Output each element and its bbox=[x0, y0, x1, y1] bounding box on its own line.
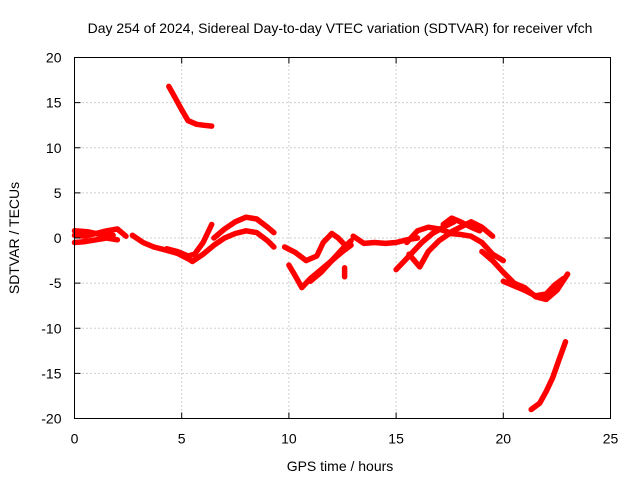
y-tick-label: 5 bbox=[54, 185, 62, 201]
series-layer bbox=[71, 83, 571, 413]
series-line-s20 bbox=[528, 339, 569, 413]
y-tick-label: -20 bbox=[41, 411, 61, 427]
x-tick-label: 20 bbox=[496, 431, 512, 447]
tick-label-layer: 0 5 10 15 20 25 -20 -15 -10 -5 0 5 10 15 20 bbox=[41, 50, 618, 447]
chart-title: Day 254 of 2024, Sidereal Day-to-day VTE… bbox=[88, 20, 593, 36]
x-axis-label: GPS time / hours bbox=[287, 458, 394, 474]
series-line-s11 bbox=[307, 237, 354, 285]
y-tick-label: 15 bbox=[46, 95, 62, 111]
x-tick-label: 25 bbox=[603, 431, 619, 447]
series-line-s5 bbox=[163, 221, 215, 259]
y-tick-label: -5 bbox=[49, 275, 62, 291]
x-tick-label: 5 bbox=[178, 431, 186, 447]
series-line-s8 bbox=[211, 214, 277, 241]
x-tick-label: 10 bbox=[281, 431, 297, 447]
series-line-s16 bbox=[406, 230, 507, 270]
y-axis-label: SDTVAR / TECUs bbox=[6, 182, 22, 294]
y-tick-label: 0 bbox=[54, 230, 62, 246]
y-tick-label: -15 bbox=[41, 365, 61, 381]
series-line-s7 bbox=[178, 228, 277, 265]
series-line-s17 bbox=[440, 215, 483, 234]
series-line-s2 bbox=[71, 235, 121, 246]
y-tick-label: 10 bbox=[46, 140, 62, 156]
x-tick-label: 15 bbox=[388, 431, 404, 447]
y-tick-label: 20 bbox=[46, 50, 62, 66]
y-tick-label: -10 bbox=[41, 320, 61, 336]
tick-layer bbox=[74, 57, 611, 419]
series-line-s6 bbox=[166, 83, 215, 129]
series-line-s19 bbox=[500, 275, 567, 299]
series-line-s3 bbox=[71, 228, 116, 239]
series-line-s10 bbox=[281, 230, 350, 264]
grid-layer bbox=[74, 57, 611, 419]
x-tick-label: 0 bbox=[71, 431, 79, 447]
